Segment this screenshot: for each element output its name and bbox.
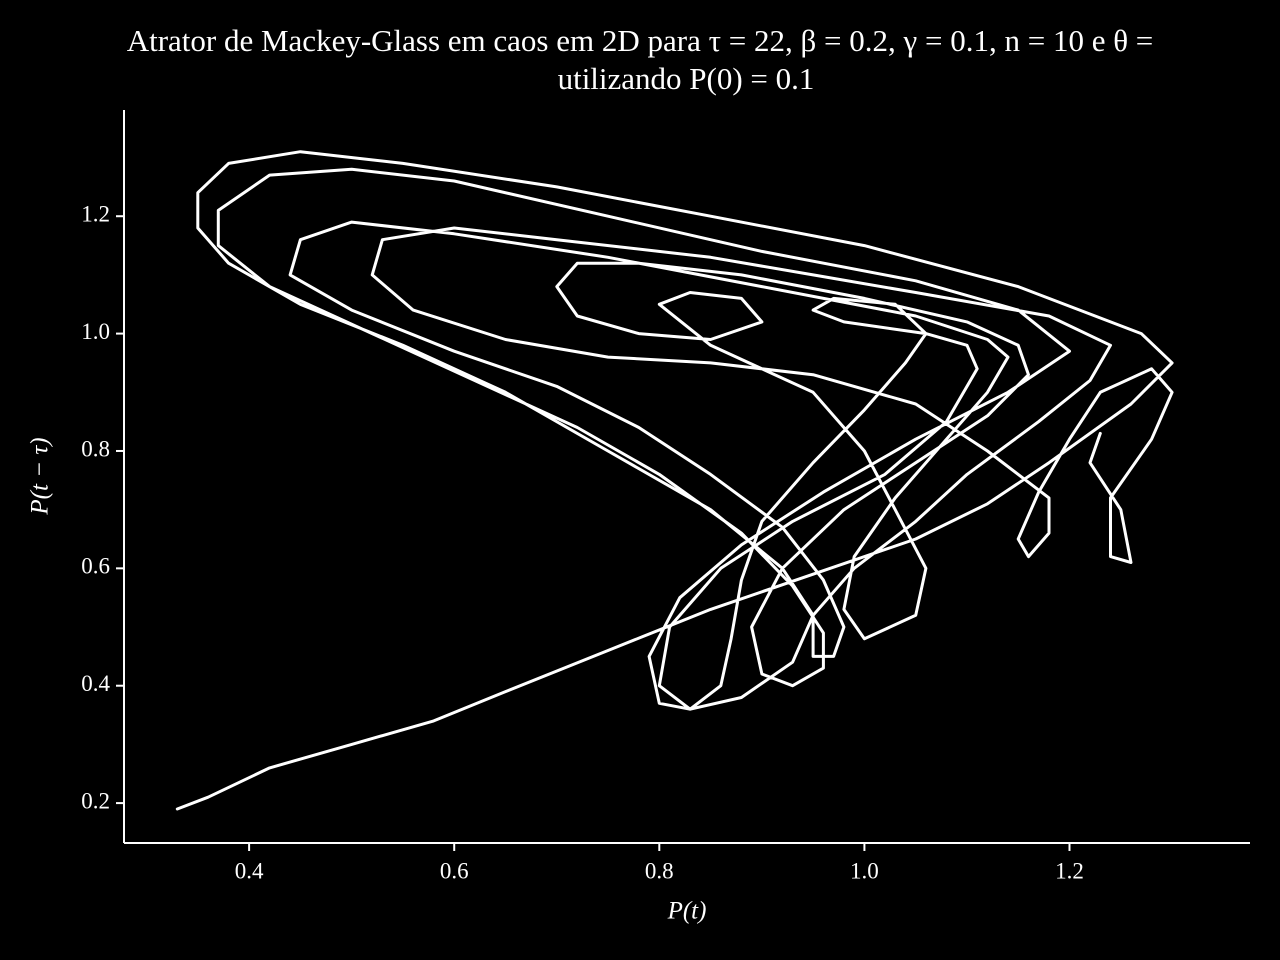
y-tick-label: 1.0 [81,319,110,344]
y-tick-label: 0.2 [81,788,110,813]
y-tick-label: 0.4 [81,671,110,696]
x-tick-label: 1.2 [1055,858,1084,883]
chart-title: Atrator de Mackey-Glass em caos em 2D pa… [127,23,1154,58]
y-axis-label: P(t − τ) [27,437,54,515]
x-axis-label: P(t) [667,898,707,925]
y-tick-label: 1.2 [81,202,110,227]
chart-subtitle: utilizando P(0) = 0.1 [558,61,815,96]
x-tick-label: 0.8 [645,858,674,883]
x-tick-label: 0.4 [235,858,264,883]
x-tick-label: 0.6 [440,858,469,883]
x-tick-label: 1.0 [850,858,879,883]
y-tick-label: 0.8 [81,436,110,461]
data-line [175,150,1174,811]
y-tick-label: 0.6 [81,554,110,579]
